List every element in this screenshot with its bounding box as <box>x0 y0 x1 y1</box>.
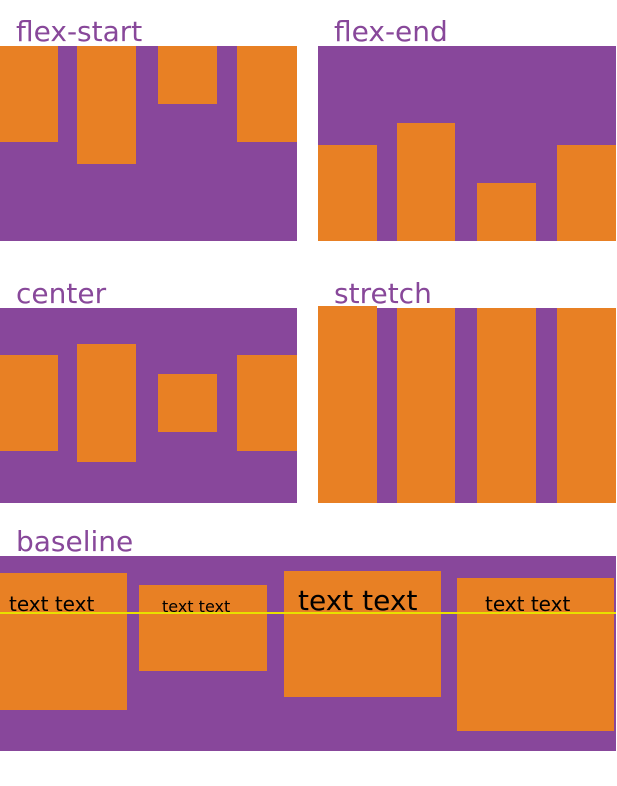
panel-label: flex-end <box>334 15 448 48</box>
flex-item <box>237 46 297 142</box>
item-text: text text <box>162 597 231 616</box>
baseline-guide <box>0 612 616 614</box>
flex-item <box>237 355 297 451</box>
flex-item <box>0 573 127 710</box>
panel-label: center <box>16 277 107 310</box>
flex-item <box>557 145 616 241</box>
flex-item <box>318 145 377 241</box>
flex-item <box>477 183 536 241</box>
flex-item <box>557 308 616 503</box>
panel-label: stretch <box>334 277 432 310</box>
flex-item <box>77 344 136 462</box>
panel-label: baseline <box>16 525 134 558</box>
flex-item <box>139 585 267 671</box>
flex-item <box>284 571 441 697</box>
flex-item <box>397 123 455 241</box>
item-text: text text <box>298 584 418 617</box>
flex-item <box>318 306 377 503</box>
flex-item <box>397 308 455 503</box>
panel-label: flex-start <box>16 15 143 48</box>
item-text: text text <box>9 592 95 616</box>
flex-item <box>158 46 217 104</box>
flex-item <box>158 374 217 432</box>
item-text: text text <box>485 592 571 616</box>
flex-item <box>77 46 136 164</box>
flex-item <box>477 308 536 503</box>
flex-item <box>0 355 58 451</box>
flex-item <box>0 46 58 142</box>
flex-item <box>457 578 614 731</box>
